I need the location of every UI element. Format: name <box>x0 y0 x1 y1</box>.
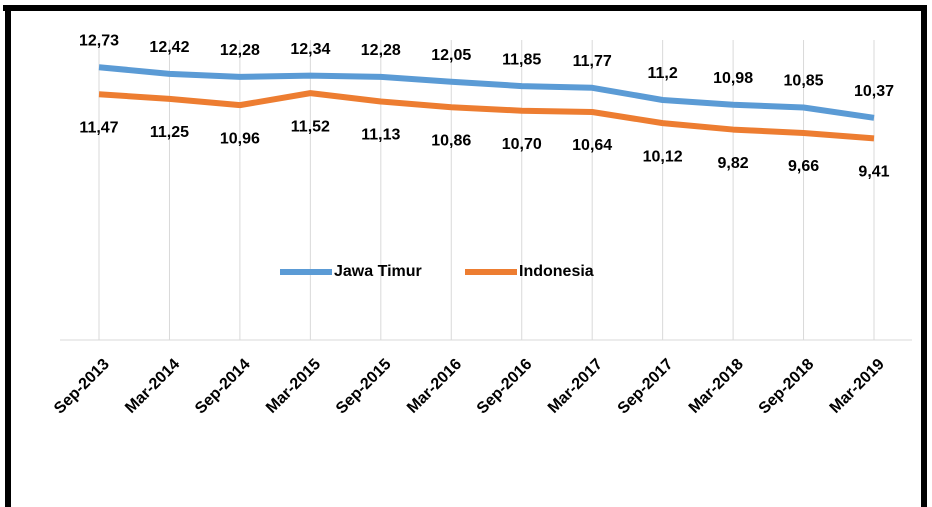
data-label: 11,13 <box>361 127 400 144</box>
data-label: 11,85 <box>502 51 541 68</box>
data-label: 9,82 <box>718 155 749 172</box>
data-label: 10,37 <box>854 83 894 100</box>
legend-label: Jawa Timur <box>334 263 422 280</box>
data-label: 11,52 <box>291 118 330 135</box>
data-label: 10,70 <box>502 136 542 153</box>
data-label: 10,96 <box>220 130 260 147</box>
series-line <box>98 90 875 142</box>
data-label: 10,86 <box>431 133 471 150</box>
data-label: 12,28 <box>220 42 260 59</box>
data-label: 12,73 <box>79 32 119 49</box>
data-label: 11,2 <box>648 65 678 82</box>
data-label: 11,77 <box>573 53 612 70</box>
data-label: 9,41 <box>858 164 889 181</box>
data-label: 10,85 <box>784 73 824 90</box>
data-label: 9,66 <box>788 158 819 175</box>
data-label: 10,64 <box>572 137 612 154</box>
data-label: 12,42 <box>149 39 189 56</box>
data-label: 12,05 <box>431 47 471 64</box>
series-line <box>98 64 875 121</box>
data-label: 12,34 <box>290 41 330 58</box>
data-label: 11,47 <box>79 119 118 136</box>
data-label: 12,28 <box>361 42 401 59</box>
legend-label: Indonesia <box>519 263 594 280</box>
data-label: 10,98 <box>713 70 753 87</box>
data-label: 10,12 <box>643 148 683 165</box>
data-label: 11,25 <box>150 124 189 141</box>
